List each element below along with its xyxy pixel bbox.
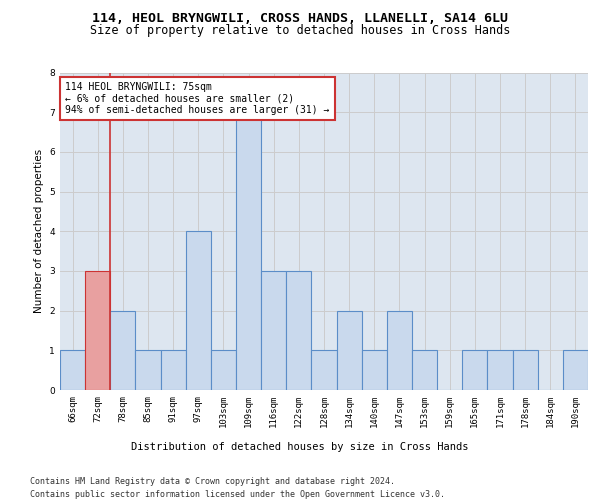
Bar: [362, 350, 387, 390]
Bar: [462, 350, 487, 390]
Text: 114, HEOL BRYNGWILI, CROSS HANDS, LLANELLI, SA14 6LU: 114, HEOL BRYNGWILI, CROSS HANDS, LLANEL…: [92, 12, 508, 26]
Bar: [60, 350, 85, 390]
Bar: [211, 350, 236, 390]
Bar: [286, 271, 311, 390]
Bar: [387, 310, 412, 390]
Bar: [110, 310, 136, 390]
Bar: [161, 350, 186, 390]
Text: Contains public sector information licensed under the Open Government Licence v3: Contains public sector information licen…: [30, 490, 445, 499]
Bar: [186, 231, 211, 390]
Text: Size of property relative to detached houses in Cross Hands: Size of property relative to detached ho…: [90, 24, 510, 37]
Bar: [261, 271, 286, 390]
Text: Distribution of detached houses by size in Cross Hands: Distribution of detached houses by size …: [131, 442, 469, 452]
Bar: [563, 350, 588, 390]
Bar: [136, 350, 161, 390]
Bar: [311, 350, 337, 390]
Bar: [487, 350, 512, 390]
Bar: [412, 350, 437, 390]
Bar: [85, 271, 110, 390]
Text: 114 HEOL BRYNGWILI: 75sqm
← 6% of detached houses are smaller (2)
94% of semi-de: 114 HEOL BRYNGWILI: 75sqm ← 6% of detach…: [65, 82, 329, 115]
Bar: [337, 310, 362, 390]
Bar: [512, 350, 538, 390]
Text: Contains HM Land Registry data © Crown copyright and database right 2024.: Contains HM Land Registry data © Crown c…: [30, 478, 395, 486]
Bar: [236, 112, 261, 390]
Y-axis label: Number of detached properties: Number of detached properties: [34, 149, 44, 314]
